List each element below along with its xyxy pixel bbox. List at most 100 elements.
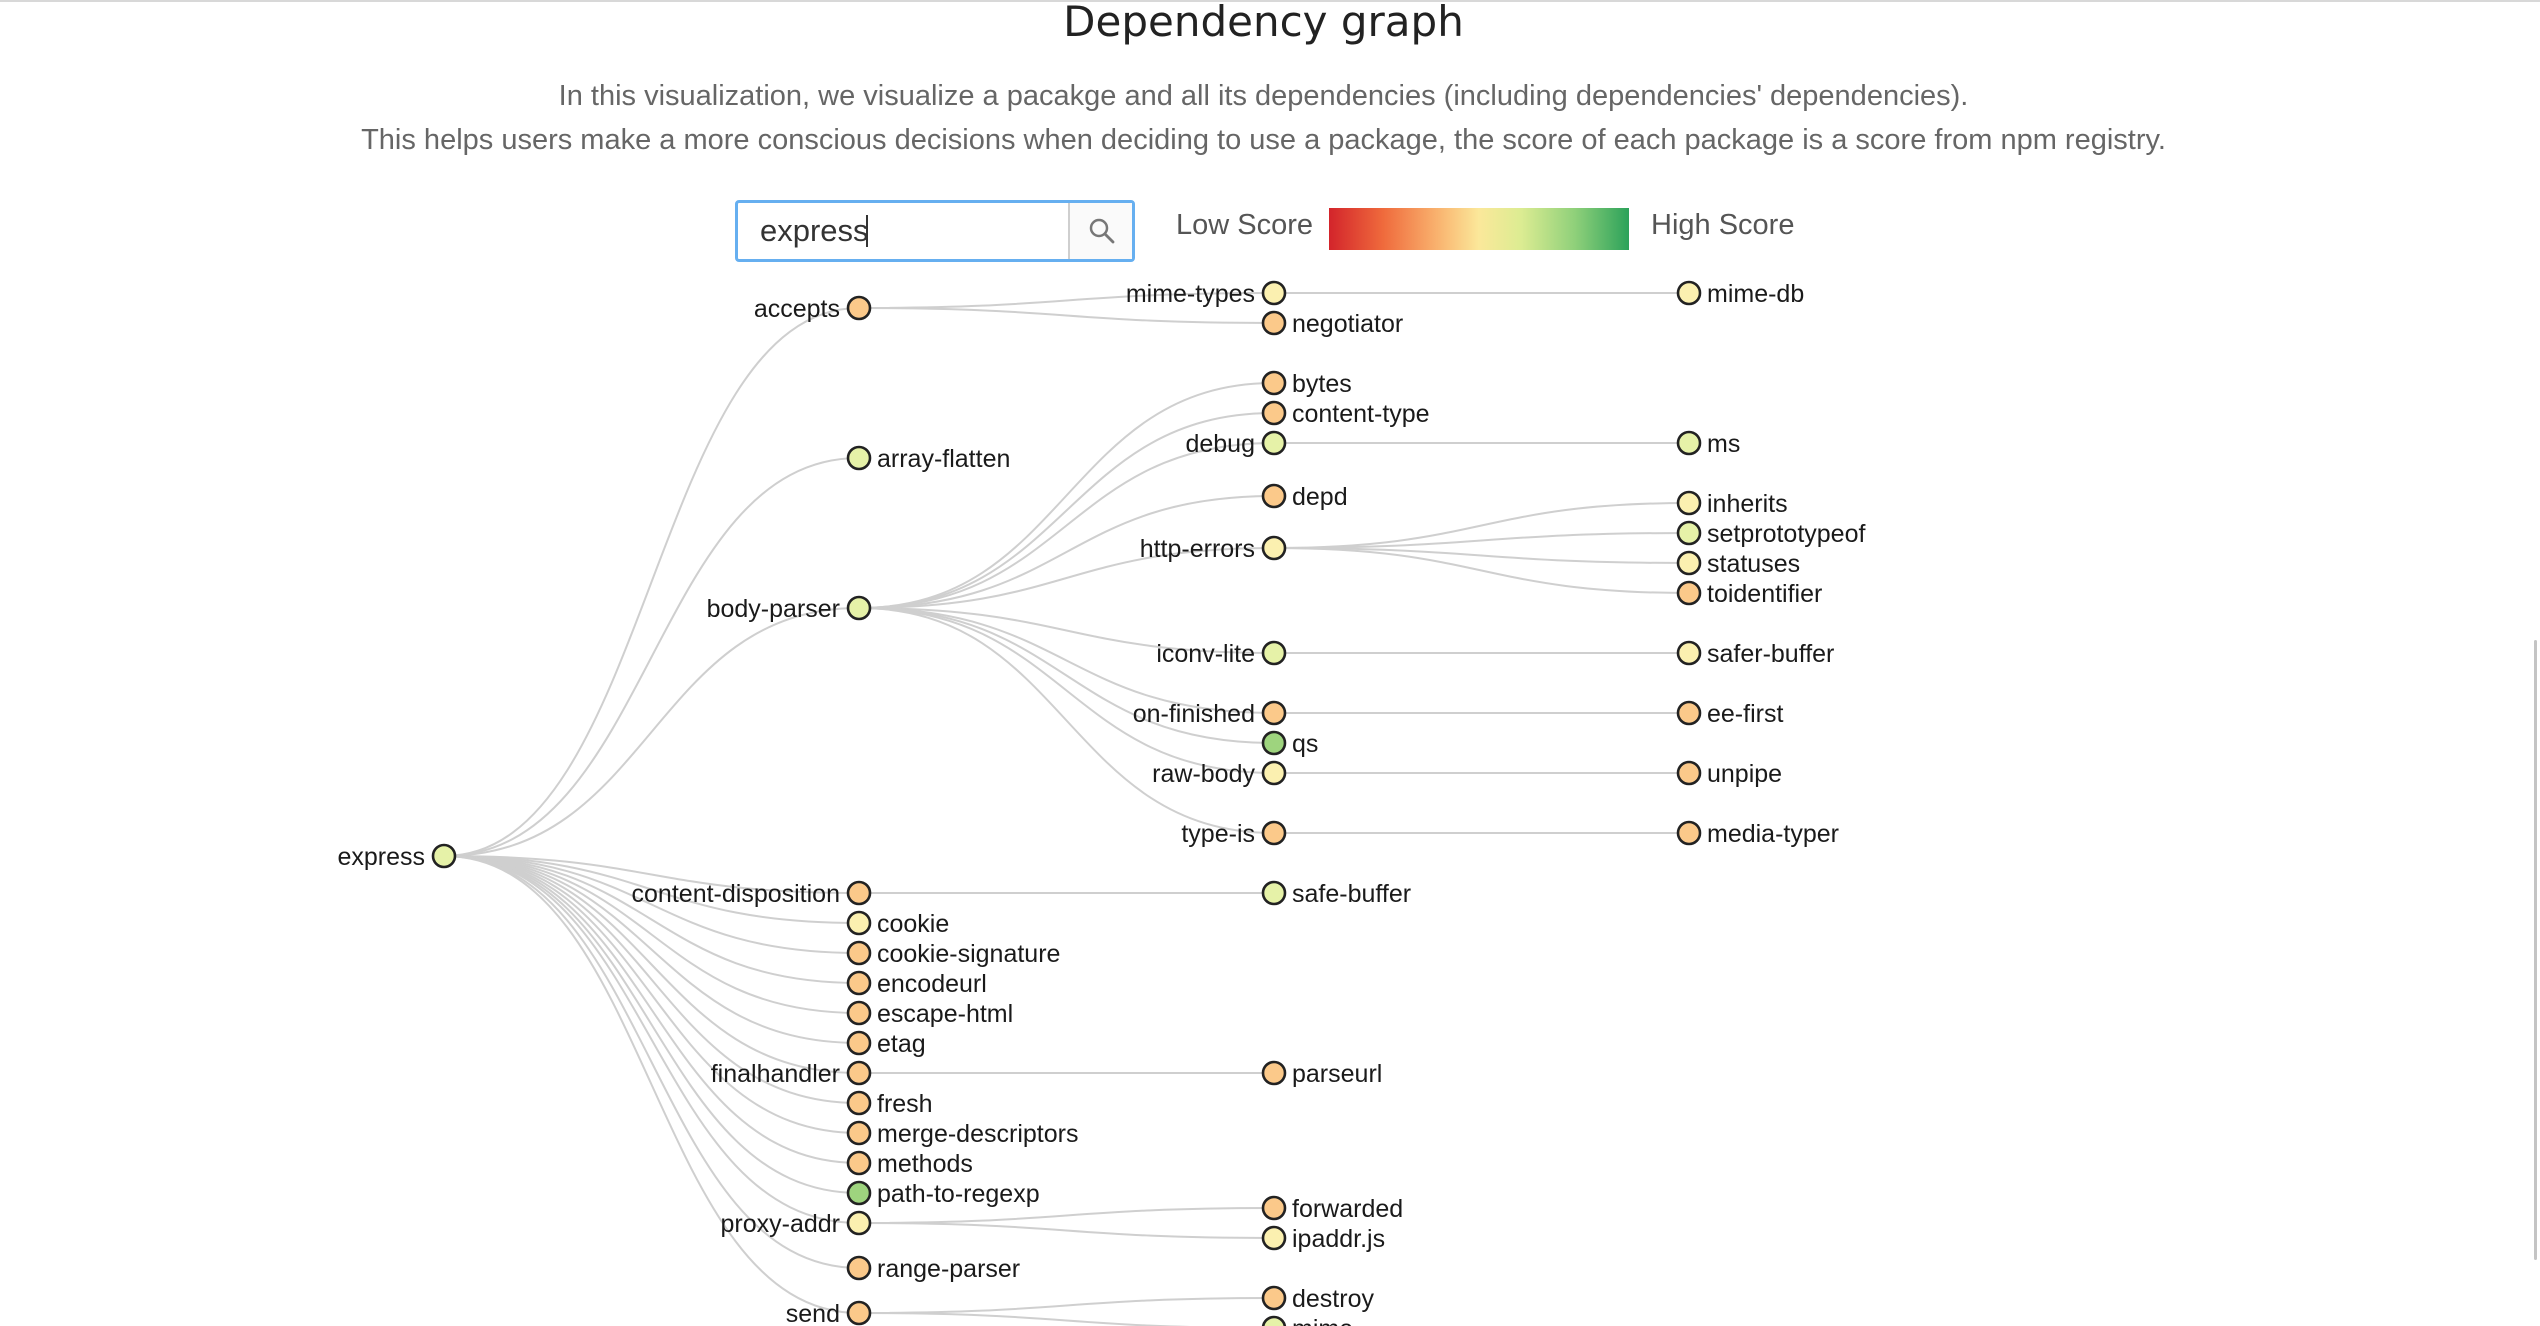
node-circle[interactable] bbox=[1261, 535, 1287, 561]
node-circle[interactable] bbox=[1261, 1060, 1287, 1086]
node-toidentifier[interactable]: toidentifier bbox=[1676, 580, 1822, 608]
node-circle[interactable] bbox=[846, 880, 872, 906]
node-circle[interactable] bbox=[1676, 760, 1702, 786]
node-debug[interactable]: debug bbox=[1185, 430, 1287, 458]
node-circle[interactable] bbox=[1261, 1315, 1287, 1326]
node-circle[interactable] bbox=[1261, 880, 1287, 906]
node-circle[interactable] bbox=[1676, 580, 1702, 606]
node-ee-first[interactable]: ee-first bbox=[1676, 700, 1783, 728]
node-circle[interactable] bbox=[1261, 280, 1287, 306]
node-cookie[interactable]: cookie bbox=[846, 910, 949, 938]
node-merge-descriptors[interactable]: merge-descriptors bbox=[846, 1120, 1078, 1148]
node-inherits[interactable]: inherits bbox=[1676, 490, 1788, 518]
node-circle[interactable] bbox=[846, 1120, 872, 1146]
node-bytes[interactable]: bytes bbox=[1261, 370, 1352, 398]
node-finalhandler[interactable]: finalhandler bbox=[711, 1060, 872, 1088]
node-negotiator[interactable]: negotiator bbox=[1261, 310, 1403, 338]
node-circle[interactable] bbox=[846, 1000, 872, 1026]
node-type-is[interactable]: type-is bbox=[1181, 820, 1287, 848]
node-accepts[interactable]: accepts bbox=[754, 295, 872, 323]
node-depd[interactable]: depd bbox=[1261, 483, 1348, 511]
node-mime-db[interactable]: mime-db bbox=[1676, 280, 1804, 308]
node-escape-html[interactable]: escape-html bbox=[846, 1000, 1013, 1028]
node-circle[interactable] bbox=[846, 295, 872, 321]
node-circle[interactable] bbox=[1261, 1285, 1287, 1311]
node-label: ee-first bbox=[1707, 700, 1783, 728]
node-destroy[interactable]: destroy bbox=[1261, 1285, 1374, 1313]
node-circle[interactable] bbox=[1676, 490, 1702, 516]
node-media-typer[interactable]: media-typer bbox=[1676, 820, 1839, 848]
node-express[interactable]: express bbox=[337, 843, 457, 871]
node-setprototypeof[interactable]: setprototypeof bbox=[1676, 520, 1865, 548]
node-range-parser[interactable]: range-parser bbox=[846, 1255, 1020, 1283]
node-circle[interactable] bbox=[1676, 280, 1702, 306]
scrollbar[interactable] bbox=[2534, 640, 2537, 1260]
node-circle[interactable] bbox=[1676, 700, 1702, 726]
node-http-errors[interactable]: http-errors bbox=[1140, 535, 1287, 563]
node-array-flatten[interactable]: array-flatten bbox=[846, 445, 1010, 473]
search-input[interactable] bbox=[738, 203, 1068, 259]
node-circle[interactable] bbox=[1261, 400, 1287, 426]
node-circle[interactable] bbox=[1261, 640, 1287, 666]
node-circle[interactable] bbox=[1261, 820, 1287, 846]
node-circle[interactable] bbox=[846, 940, 872, 966]
node-forwarded[interactable]: forwarded bbox=[1261, 1195, 1403, 1223]
node-safer-buffer[interactable]: safer-buffer bbox=[1676, 640, 1834, 668]
node-circle[interactable] bbox=[846, 970, 872, 996]
node-circle[interactable] bbox=[1676, 820, 1702, 846]
node-circle[interactable] bbox=[846, 1150, 872, 1176]
node-circle[interactable] bbox=[846, 1090, 872, 1116]
node-ipaddr.js[interactable]: ipaddr.js bbox=[1261, 1225, 1385, 1253]
node-on-finished[interactable]: on-finished bbox=[1133, 700, 1287, 728]
node-circle[interactable] bbox=[846, 1180, 872, 1206]
node-circle[interactable] bbox=[1676, 430, 1702, 456]
node-circle[interactable] bbox=[846, 1030, 872, 1056]
node-raw-body[interactable]: raw-body bbox=[1152, 760, 1287, 788]
node-parseurl[interactable]: parseurl bbox=[1261, 1060, 1382, 1088]
node-circle[interactable] bbox=[846, 910, 872, 936]
node-label: raw-body bbox=[1152, 760, 1255, 788]
node-path-to-regexp[interactable]: path-to-regexp bbox=[846, 1180, 1040, 1208]
node-content-type[interactable]: content-type bbox=[1261, 400, 1430, 428]
node-iconv-lite[interactable]: iconv-lite bbox=[1156, 640, 1287, 668]
node-mime-types[interactable]: mime-types bbox=[1126, 280, 1287, 308]
node-circle[interactable] bbox=[1676, 520, 1702, 546]
node-circle[interactable] bbox=[846, 1210, 872, 1236]
node-methods[interactable]: methods bbox=[846, 1150, 973, 1178]
node-circle[interactable] bbox=[1261, 483, 1287, 509]
node-circle[interactable] bbox=[1261, 370, 1287, 396]
node-proxy-addr[interactable]: proxy-addr bbox=[721, 1210, 872, 1238]
node-circle[interactable] bbox=[1261, 1225, 1287, 1251]
node-statuses[interactable]: statuses bbox=[1676, 550, 1800, 578]
legend-low-label: Low Score bbox=[1176, 209, 1314, 241]
node-label: negotiator bbox=[1292, 310, 1403, 338]
node-ms[interactable]: ms bbox=[1676, 430, 1740, 458]
node-body-parser[interactable]: body-parser bbox=[707, 595, 872, 623]
node-circle[interactable] bbox=[846, 1300, 872, 1326]
node-cookie-signature[interactable]: cookie-signature bbox=[846, 940, 1060, 968]
node-safe-buffer[interactable]: safe-buffer bbox=[1261, 880, 1411, 908]
node-circle[interactable] bbox=[1261, 1195, 1287, 1221]
node-unpipe[interactable]: unpipe bbox=[1676, 760, 1782, 788]
node-circle[interactable] bbox=[1261, 760, 1287, 786]
node-circle[interactable] bbox=[846, 1255, 872, 1281]
node-circle[interactable] bbox=[1261, 700, 1287, 726]
search-button[interactable] bbox=[1068, 203, 1132, 259]
node-fresh[interactable]: fresh bbox=[846, 1090, 933, 1118]
node-mime[interactable]: mime bbox=[1261, 1315, 1353, 1326]
node-circle[interactable] bbox=[1676, 550, 1702, 576]
node-etag[interactable]: etag bbox=[846, 1030, 926, 1058]
node-encodeurl[interactable]: encodeurl bbox=[846, 970, 987, 998]
node-content-disposition[interactable]: content-disposition bbox=[632, 880, 872, 908]
node-circle[interactable] bbox=[1261, 310, 1287, 336]
node-circle[interactable] bbox=[846, 445, 872, 471]
node-circle[interactable] bbox=[846, 1060, 872, 1086]
node-circle[interactable] bbox=[1676, 640, 1702, 666]
node-circle[interactable] bbox=[1261, 730, 1287, 756]
node-circle[interactable] bbox=[846, 595, 872, 621]
node-circle[interactable] bbox=[1261, 430, 1287, 456]
node-circle[interactable] bbox=[431, 843, 457, 869]
node-send[interactable]: send bbox=[786, 1300, 872, 1326]
link-send-mime bbox=[858, 1312, 1191, 1326]
node-qs[interactable]: qs bbox=[1261, 730, 1318, 758]
